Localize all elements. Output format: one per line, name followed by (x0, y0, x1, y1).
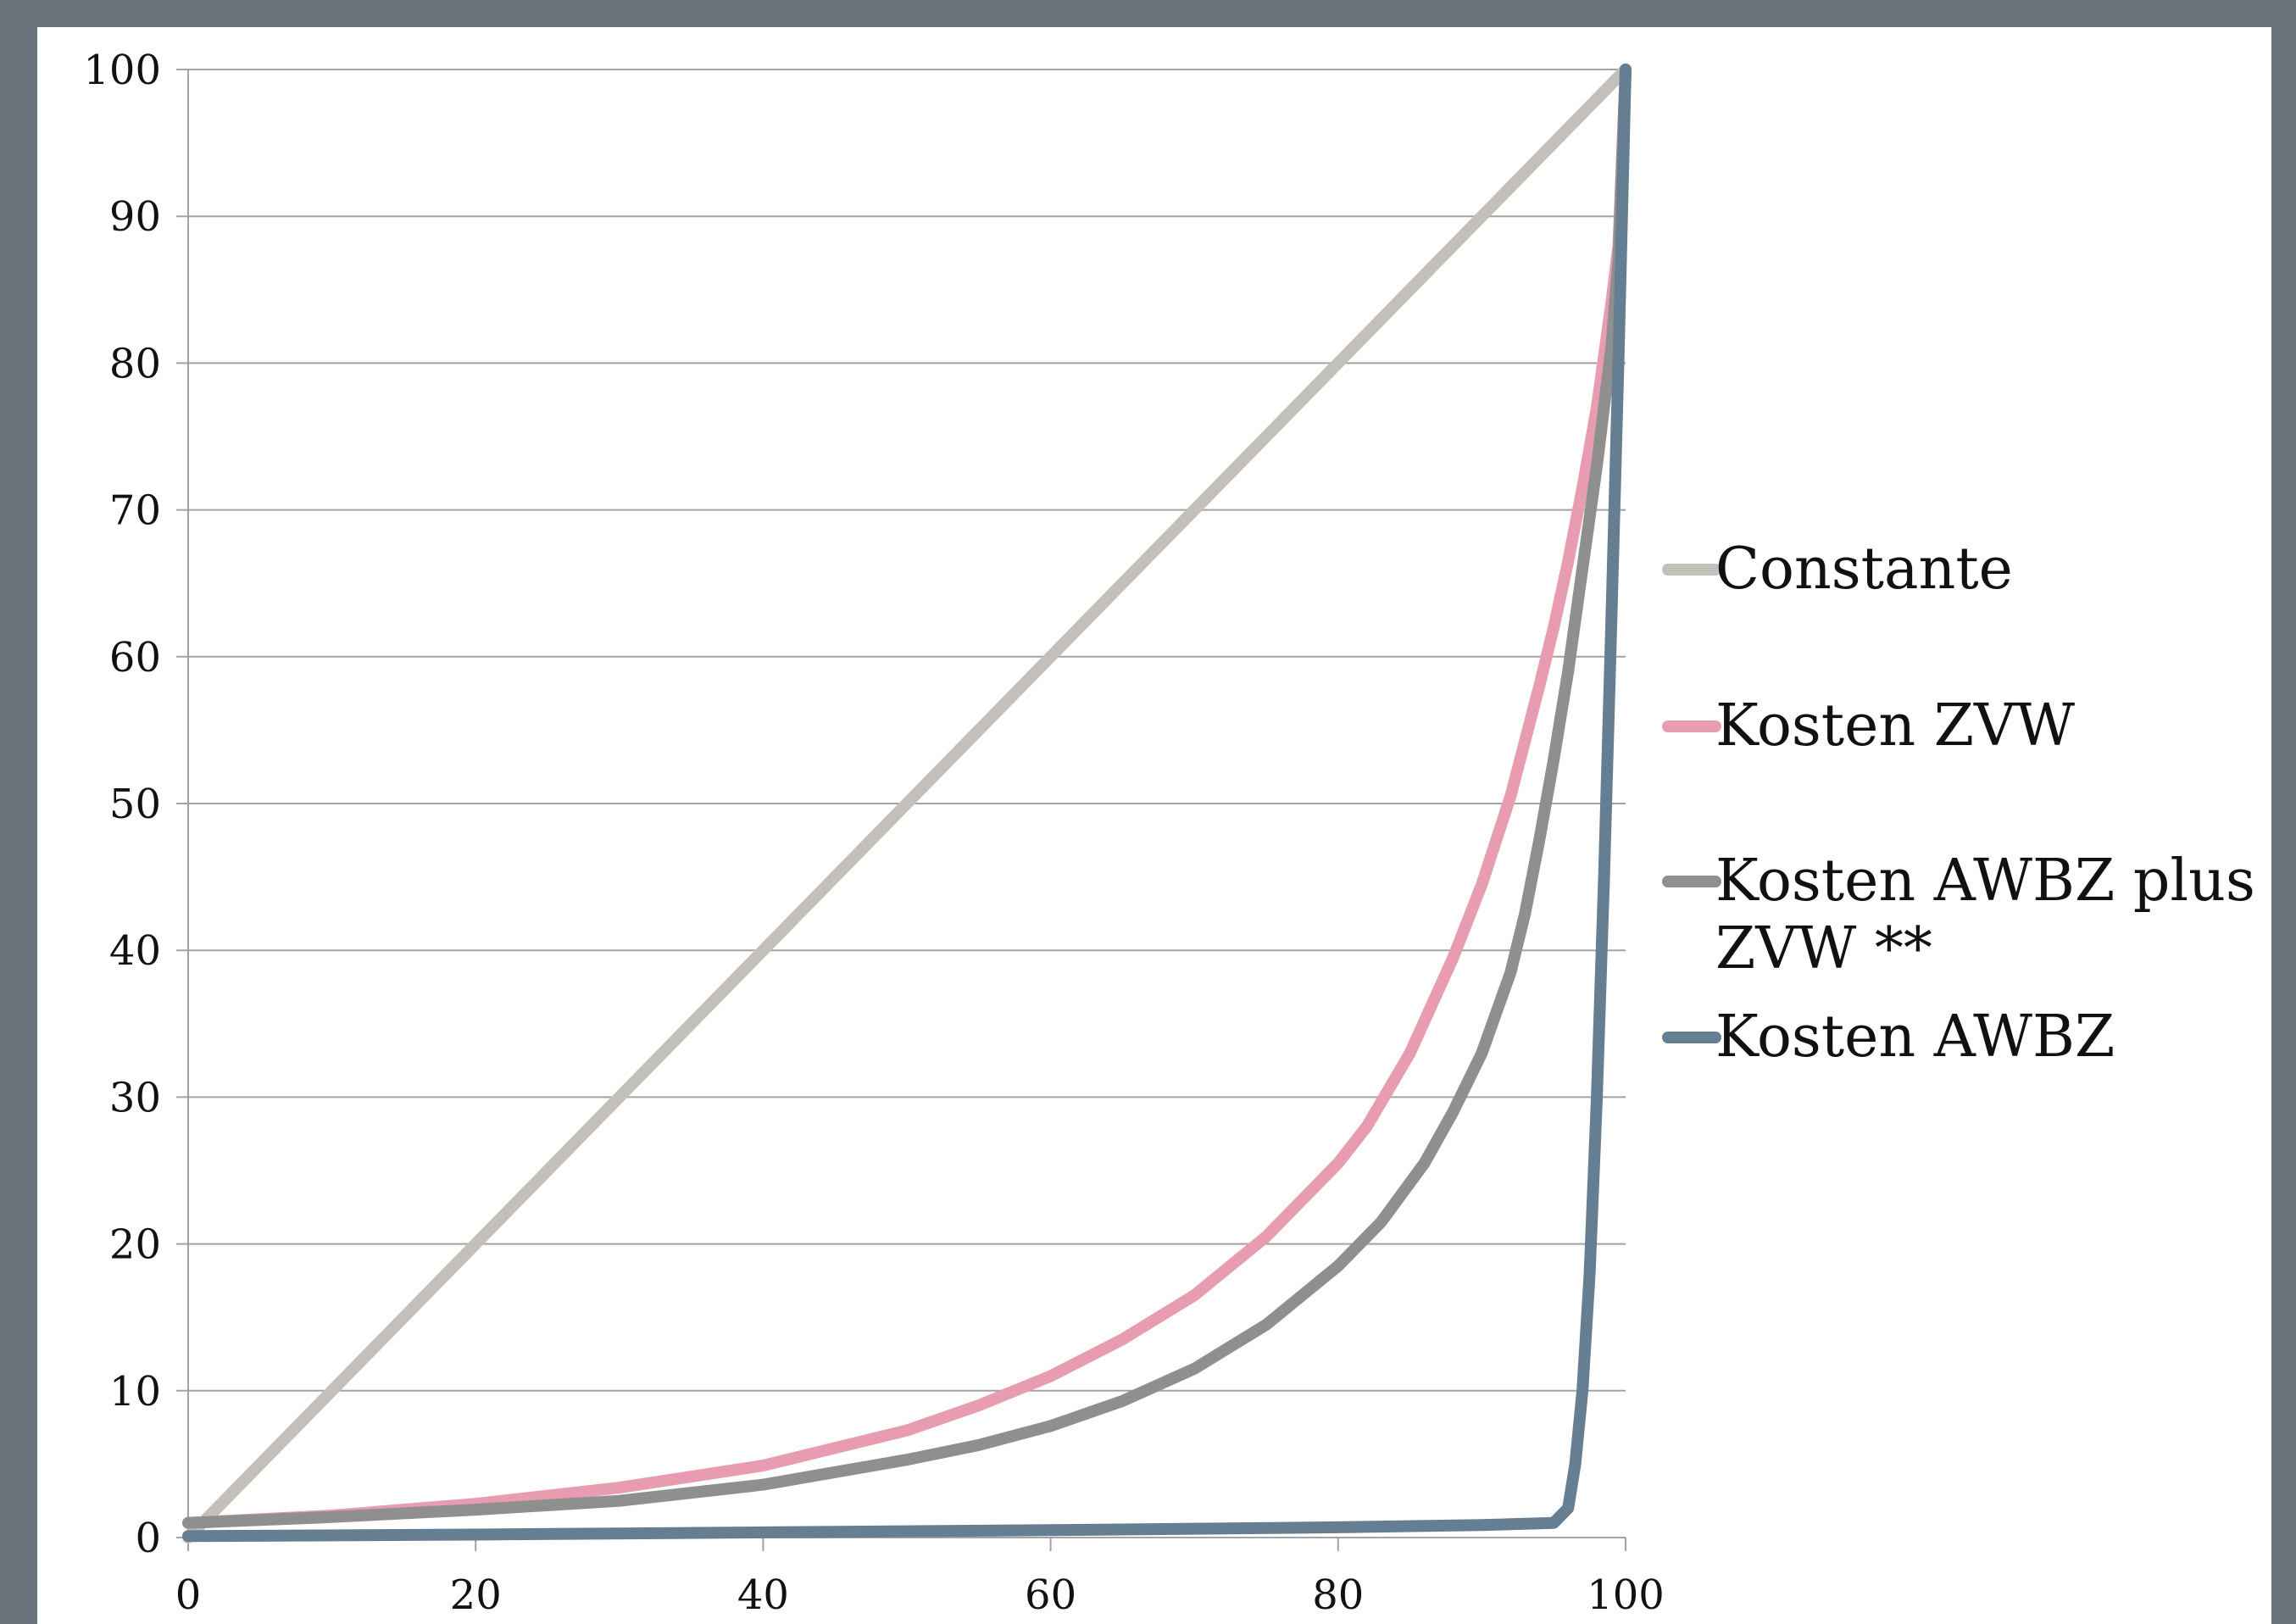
series-line-3 (182, 64, 1632, 1543)
legend-item-0: Constante (1662, 536, 2013, 603)
y-tick-label: 100 (83, 47, 161, 94)
y-tick-label: 70 (109, 487, 161, 535)
line-chart: 0 10 20 30 40 50 60 70 80 90 100 0 20 40 60 80 100 Const… (83, 47, 2255, 1619)
series-line-0 (182, 64, 1632, 1543)
series-line-1 (182, 64, 1632, 1529)
series-lines (182, 64, 1632, 1543)
x-tick-label: 100 (1587, 1571, 1665, 1619)
legend-item-3: Kosten AWBZ (1662, 1004, 2115, 1071)
y-tick-label: 80 (109, 340, 161, 387)
legend-label: Kosten AWBZ plus ZVW ** (1715, 848, 2255, 982)
y-tick-label: 50 (109, 781, 161, 828)
chart-panel: 0 10 20 30 40 50 60 70 80 90 100 0 20 40 60 80 100 Const… (37, 27, 2271, 1624)
legend-item-2: Kosten AWBZ plus ZVW ** (1662, 848, 2255, 982)
y-tick-label: 20 (109, 1221, 161, 1269)
x-tick-label: 60 (1025, 1571, 1076, 1619)
series-line-2 (182, 64, 1632, 1529)
y-tick-label: 40 (109, 927, 161, 975)
legend-label: Kosten AWBZ (1715, 1004, 2115, 1071)
x-tick-label: 0 (175, 1571, 202, 1619)
x-tick-label: 20 (450, 1571, 502, 1619)
y-tick-label: 30 (109, 1074, 161, 1121)
x-tick-label: 80 (1312, 1571, 1364, 1619)
x-tick-label: 40 (737, 1571, 789, 1619)
y-tick-label: 10 (109, 1368, 161, 1415)
legend-label: Constante (1715, 536, 2013, 603)
tick-labels: 0 10 20 30 40 50 60 70 80 90 100 0 20 40 60 80 100 (83, 47, 1664, 1619)
legend-item-1: Kosten ZVW (1662, 692, 2075, 759)
y-tick-label: 0 (135, 1515, 161, 1562)
y-tick-label: 60 (109, 634, 161, 681)
legend-label: Kosten ZVW (1715, 692, 2075, 759)
legend: Constante Kosten ZVW Kosten AWBZ plus ZVW *… (1662, 536, 2255, 1071)
y-tick-label: 90 (109, 193, 161, 241)
